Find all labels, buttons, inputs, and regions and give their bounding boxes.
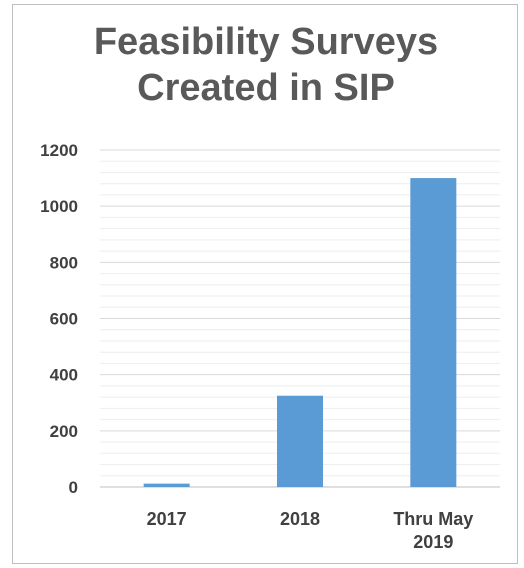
y-tick-label: 1200 bbox=[40, 141, 78, 160]
x-category-label: 2018 bbox=[280, 509, 320, 529]
y-tick-label: 600 bbox=[50, 310, 78, 329]
chart-title-line-1: Feasibility Surveys bbox=[93, 21, 439, 63]
y-tick-label: 1000 bbox=[40, 197, 78, 216]
y-tick-label: 800 bbox=[50, 253, 78, 272]
y-tick-label: 200 bbox=[50, 422, 78, 441]
y-tick-label: 400 bbox=[50, 366, 78, 385]
x-category-label: 2017 bbox=[147, 509, 187, 529]
chart-title: Feasibility Surveys Created in SIP bbox=[13, 19, 519, 111]
chart-title-line-2: Created in SIP bbox=[137, 67, 395, 109]
bar bbox=[277, 395, 323, 487]
x-category-label: 2019 bbox=[413, 532, 453, 552]
x-category-label: Thru May bbox=[393, 509, 473, 529]
bar bbox=[143, 483, 190, 487]
y-tick-label: 0 bbox=[69, 478, 78, 497]
bar bbox=[410, 178, 457, 488]
